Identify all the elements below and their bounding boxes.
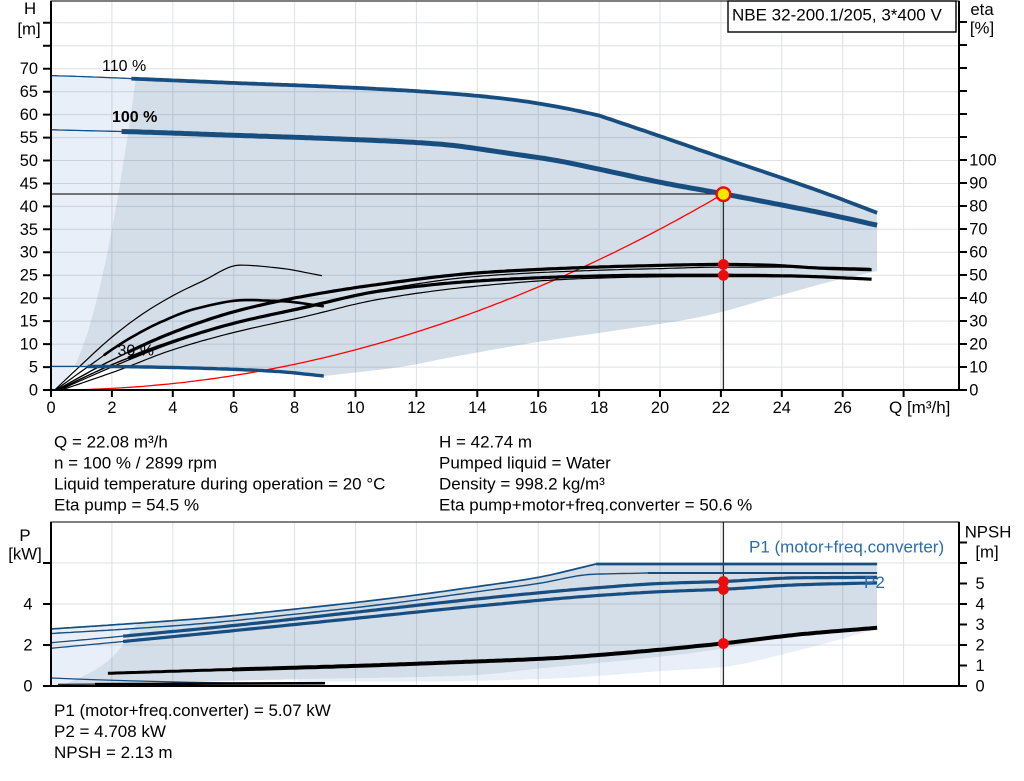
svg-text:22: 22 <box>712 399 730 417</box>
svg-text:4: 4 <box>23 595 32 613</box>
svg-text:NPSH: NPSH <box>965 523 1012 542</box>
svg-text:50: 50 <box>20 152 38 170</box>
svg-text:26: 26 <box>834 399 852 417</box>
svg-text:5: 5 <box>976 575 985 593</box>
svg-text:n = 100 % / 2899 rpm: n = 100 % / 2899 rpm <box>54 454 217 473</box>
svg-text:[m]: [m] <box>17 20 40 39</box>
svg-text:Eta pump+motor+freq.converter: Eta pump+motor+freq.converter = 50.6 % <box>439 496 752 515</box>
svg-text:NPSH = 2.13 m: NPSH = 2.13 m <box>54 743 173 762</box>
svg-text:35: 35 <box>20 221 38 239</box>
svg-text:NBE 32-200.1/205, 3*400 V: NBE 32-200.1/205, 3*400 V <box>732 6 942 25</box>
svg-text:70: 70 <box>20 60 38 78</box>
svg-text:P1 (motor+freq.converter): P1 (motor+freq.converter) <box>749 538 944 557</box>
svg-text:3: 3 <box>976 616 985 634</box>
svg-text:60: 60 <box>20 106 38 124</box>
svg-text:10: 10 <box>20 336 38 354</box>
svg-text:[%]: [%] <box>970 19 994 38</box>
svg-text:8: 8 <box>290 399 299 417</box>
svg-text:0: 0 <box>969 381 978 399</box>
svg-text:H = 42.74 m: H = 42.74 m <box>439 433 532 452</box>
svg-text:100: 100 <box>969 151 996 169</box>
svg-text:90: 90 <box>969 174 987 192</box>
svg-text:110 %: 110 % <box>102 58 146 75</box>
svg-text:P2 = 4.708 kW: P2 = 4.708 kW <box>54 722 166 741</box>
svg-text:P1 (motor+freq.converter) = 5.: P1 (motor+freq.converter) = 5.07 kW <box>54 701 331 720</box>
svg-text:18: 18 <box>590 399 608 417</box>
svg-text:Pumped liquid = Water: Pumped liquid = Water <box>439 454 611 473</box>
svg-text:40: 40 <box>20 198 38 216</box>
svg-text:80: 80 <box>969 197 987 215</box>
svg-text:Q [m³/h]: Q [m³/h] <box>889 398 950 417</box>
svg-text:45: 45 <box>20 175 38 193</box>
svg-text:2: 2 <box>107 399 116 417</box>
svg-text:50: 50 <box>969 266 987 284</box>
svg-text:P2: P2 <box>864 573 885 592</box>
svg-text:eta: eta <box>970 0 994 19</box>
svg-text:6: 6 <box>229 399 238 417</box>
svg-text:0: 0 <box>23 677 32 695</box>
svg-text:65: 65 <box>20 83 38 101</box>
svg-text:40: 40 <box>969 289 987 307</box>
svg-text:P: P <box>19 526 30 545</box>
svg-text:12: 12 <box>407 399 425 417</box>
svg-text:2: 2 <box>23 636 32 654</box>
svg-text:14: 14 <box>468 399 486 417</box>
svg-text:Eta pump = 54.5 %: Eta pump = 54.5 % <box>54 496 199 515</box>
svg-text:[kW]: [kW] <box>8 545 42 564</box>
svg-text:0: 0 <box>29 381 38 399</box>
svg-text:20: 20 <box>969 335 987 353</box>
svg-text:30 %: 30 % <box>118 343 154 360</box>
svg-text:4: 4 <box>168 399 177 417</box>
svg-text:1: 1 <box>976 657 985 675</box>
svg-text:[m]: [m] <box>975 543 998 562</box>
svg-text:100 %: 100 % <box>112 109 157 126</box>
svg-text:Density = 998.2 kg/m³: Density = 998.2 kg/m³ <box>439 475 605 494</box>
svg-text:H: H <box>24 0 36 18</box>
svg-text:10: 10 <box>346 399 364 417</box>
svg-text:0: 0 <box>976 677 985 695</box>
svg-text:25: 25 <box>20 267 38 285</box>
svg-text:5: 5 <box>29 358 38 376</box>
svg-text:10: 10 <box>969 358 987 376</box>
svg-text:16: 16 <box>529 399 547 417</box>
svg-text:20: 20 <box>651 399 669 417</box>
svg-text:20: 20 <box>20 290 38 308</box>
svg-text:2: 2 <box>976 636 985 654</box>
svg-text:55: 55 <box>20 129 38 147</box>
svg-text:Liquid temperature during oper: Liquid temperature during operation = 20… <box>54 475 385 494</box>
svg-text:24: 24 <box>773 399 791 417</box>
svg-text:Q = 22.08 m³/h: Q = 22.08 m³/h <box>54 433 168 452</box>
svg-text:30: 30 <box>969 312 987 330</box>
svg-text:15: 15 <box>20 313 38 331</box>
svg-text:30: 30 <box>20 244 38 262</box>
svg-text:4: 4 <box>976 595 985 613</box>
svg-text:70: 70 <box>969 220 987 238</box>
svg-text:0: 0 <box>46 399 55 417</box>
svg-text:60: 60 <box>969 243 987 261</box>
